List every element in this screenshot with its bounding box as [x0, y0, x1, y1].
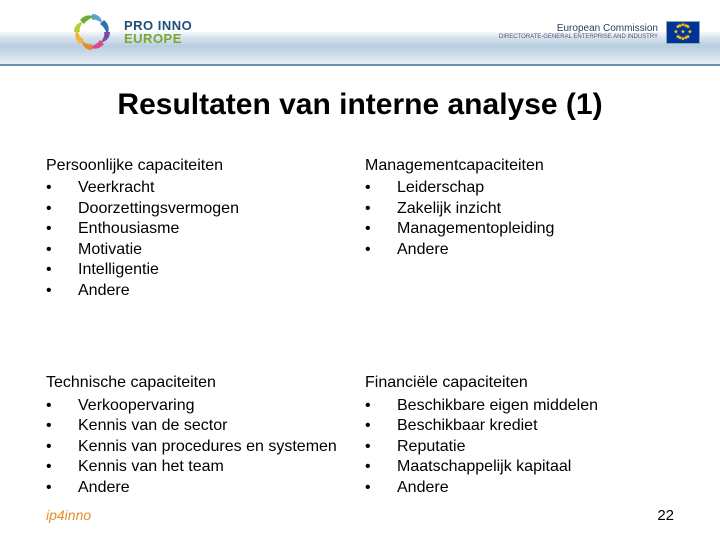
footer-tag: ip4inno	[46, 507, 91, 523]
list-item-label: Leiderschap	[397, 178, 484, 198]
ec-text: European Commission DIRECTORATE-GENERAL …	[499, 23, 658, 41]
bullet-icon: •	[365, 437, 397, 457]
list-item-label: Doorzettingsvermogen	[78, 199, 239, 219]
list-item-label: Enthousiasme	[78, 219, 179, 239]
bullet-icon: •	[46, 478, 78, 498]
list-item: •Andere	[46, 478, 355, 498]
list-item: •Managementopleiding	[365, 219, 674, 239]
list-item: •Kennis van procedures en systemen	[46, 437, 355, 457]
list-item-label: Reputatie	[397, 437, 466, 457]
list-item: •Veerkracht	[46, 178, 355, 198]
logo-left-group: PRO INNO EUROPE	[70, 10, 192, 54]
list-item: •Verkoopervaring	[46, 396, 355, 416]
bullet-icon: •	[46, 240, 78, 260]
bullet-icon: •	[365, 396, 397, 416]
list-item: •Andere	[365, 240, 674, 260]
list-item: •Beschikbaar krediet	[365, 416, 674, 436]
list-item: •Leiderschap	[365, 178, 674, 198]
list-financial: •Beschikbare eigen middelen •Beschikbaar…	[365, 396, 674, 498]
bullet-icon: •	[365, 457, 397, 477]
list-item-label: Maatschappelijk kapitaal	[397, 457, 571, 477]
heading-technical: Technische capaciteiten	[46, 373, 355, 393]
list-item: •Andere	[46, 281, 355, 301]
heading-financial: Financiële capaciteiten	[365, 373, 674, 393]
header-bar: PRO INNO EUROPE European Commission DIRE…	[0, 0, 720, 66]
ec-line1: European Commission	[499, 23, 658, 34]
slide: PRO INNO EUROPE European Commission DIRE…	[0, 0, 720, 540]
list-item-label: Beschikbaar krediet	[397, 416, 538, 436]
bullet-icon: •	[46, 178, 78, 198]
bullet-icon: •	[365, 478, 397, 498]
list-item: •Beschikbare eigen middelen	[365, 396, 674, 416]
bullet-icon: •	[46, 260, 78, 280]
list-item-label: Intelligentie	[78, 260, 159, 280]
list-item-label: Zakelijk inzicht	[397, 199, 501, 219]
logo-text: PRO INNO EUROPE	[124, 19, 192, 45]
list-item-label: Kennis van procedures en systemen	[78, 437, 337, 457]
list-item-label: Verkoopervaring	[78, 396, 195, 416]
eu-flag-icon	[666, 21, 700, 44]
list-item-label: Kennis van het team	[78, 457, 224, 477]
list-item-label: Managementopleiding	[397, 219, 554, 239]
bullet-icon: •	[365, 199, 397, 219]
list-item: •Motivatie	[46, 240, 355, 260]
list-item: •Kennis van de sector	[46, 416, 355, 436]
list-item-label: Andere	[78, 478, 130, 498]
list-technical: •Verkoopervaring •Kennis van de sector •…	[46, 396, 355, 498]
logo-text-bottom: EUROPE	[124, 32, 192, 45]
header-right-group: European Commission DIRECTORATE-GENERAL …	[499, 21, 700, 44]
list-item: •Reputatie	[365, 437, 674, 457]
heading-management: Managementcapaciteiten	[365, 156, 674, 176]
bullet-icon: •	[46, 219, 78, 239]
bullet-icon: •	[46, 437, 78, 457]
heading-personal: Persoonlijke capaciteiten	[46, 156, 355, 176]
list-item: •Maatschappelijk kapitaal	[365, 457, 674, 477]
footer: ip4inno 22	[46, 507, 674, 524]
list-item-label: Kennis van de sector	[78, 416, 227, 436]
list-item: •Intelligentie	[46, 260, 355, 280]
list-item-label: Andere	[397, 478, 449, 498]
bullet-icon: •	[46, 396, 78, 416]
bullet-icon: •	[365, 219, 397, 239]
list-item: •Zakelijk inzicht	[365, 199, 674, 219]
bullet-icon: •	[46, 199, 78, 219]
bullet-icon: •	[365, 240, 397, 260]
list-management: •Leiderschap •Zakelijk inzicht •Manageme…	[365, 178, 674, 260]
list-item: •Enthousiasme	[46, 219, 355, 239]
list-item-label: Beschikbare eigen middelen	[397, 396, 598, 416]
content-grid: Persoonlijke capaciteiten •Veerkracht •D…	[0, 156, 720, 540]
ec-line2: DIRECTORATE-GENERAL ENTERPRISE AND INDUS…	[499, 34, 658, 41]
list-item: •Doorzettingsvermogen	[46, 199, 355, 219]
slide-title: Resultaten van interne analyse (1)	[0, 88, 720, 122]
swirl-logo-icon	[70, 10, 114, 54]
list-personal: •Veerkracht •Doorzettingsvermogen •Entho…	[46, 178, 355, 301]
list-item-label: Andere	[397, 240, 449, 260]
page-number: 22	[657, 507, 674, 524]
bullet-icon: •	[46, 281, 78, 301]
block-personal: Persoonlijke capaciteiten •Veerkracht •D…	[46, 156, 355, 343]
bullet-icon: •	[46, 457, 78, 477]
list-item-label: Veerkracht	[78, 178, 154, 198]
bullet-icon: •	[365, 178, 397, 198]
block-management: Managementcapaciteiten •Leiderschap •Zak…	[365, 156, 674, 343]
list-item: •Kennis van het team	[46, 457, 355, 477]
list-item-label: Andere	[78, 281, 130, 301]
bullet-icon: •	[46, 416, 78, 436]
bullet-icon: •	[365, 416, 397, 436]
list-item: •Andere	[365, 478, 674, 498]
list-item-label: Motivatie	[78, 240, 142, 260]
